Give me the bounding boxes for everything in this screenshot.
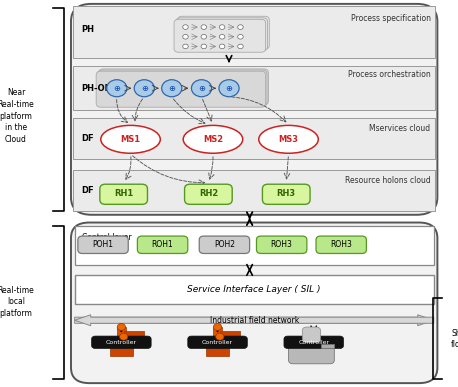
Text: ROH1: ROH1 — [152, 240, 174, 249]
Text: Process orchestration: Process orchestration — [348, 70, 431, 79]
Circle shape — [201, 25, 207, 29]
FancyBboxPatch shape — [92, 336, 151, 348]
Ellipse shape — [259, 125, 318, 153]
Text: RH2: RH2 — [199, 189, 218, 198]
Circle shape — [219, 25, 225, 29]
Text: ⊕: ⊕ — [113, 84, 120, 93]
Text: POH1: POH1 — [93, 240, 114, 249]
FancyBboxPatch shape — [188, 336, 247, 348]
Circle shape — [219, 80, 239, 97]
Circle shape — [120, 333, 128, 340]
Text: MS2: MS2 — [203, 135, 223, 144]
FancyBboxPatch shape — [316, 236, 366, 253]
FancyBboxPatch shape — [71, 223, 437, 383]
Text: Control layer: Control layer — [82, 233, 132, 242]
FancyBboxPatch shape — [98, 70, 267, 106]
Circle shape — [183, 34, 188, 39]
Circle shape — [134, 80, 154, 97]
Text: Service Interface Layer ( SIL ): Service Interface Layer ( SIL ) — [187, 285, 321, 294]
Text: RH3: RH3 — [277, 189, 296, 198]
Circle shape — [238, 25, 243, 29]
Text: ⊕: ⊕ — [225, 84, 233, 93]
Circle shape — [107, 80, 127, 97]
FancyBboxPatch shape — [78, 236, 128, 253]
FancyBboxPatch shape — [96, 71, 266, 107]
FancyBboxPatch shape — [110, 346, 133, 356]
FancyBboxPatch shape — [185, 184, 232, 204]
FancyBboxPatch shape — [176, 18, 267, 51]
FancyArrow shape — [75, 315, 434, 326]
Circle shape — [219, 34, 225, 39]
Circle shape — [238, 34, 243, 39]
FancyBboxPatch shape — [289, 339, 334, 364]
Ellipse shape — [101, 125, 160, 153]
Circle shape — [219, 44, 225, 49]
Text: DF: DF — [82, 134, 94, 143]
Circle shape — [162, 80, 182, 97]
FancyBboxPatch shape — [73, 6, 435, 58]
Circle shape — [216, 333, 224, 340]
Text: Controller: Controller — [298, 340, 329, 345]
FancyArrow shape — [75, 315, 434, 326]
Text: PH: PH — [82, 25, 94, 34]
Text: Near
Real-time
platform
in the
Cloud: Near Real-time platform in the Cloud — [0, 88, 34, 144]
Text: RH1: RH1 — [114, 189, 133, 198]
FancyBboxPatch shape — [174, 19, 266, 52]
Text: ⊕: ⊕ — [198, 84, 205, 93]
FancyBboxPatch shape — [256, 236, 307, 253]
Text: Mservices cloud: Mservices cloud — [370, 124, 431, 133]
Circle shape — [183, 25, 188, 29]
FancyBboxPatch shape — [321, 344, 334, 348]
Text: Controller: Controller — [202, 340, 233, 345]
Circle shape — [183, 44, 188, 49]
FancyBboxPatch shape — [206, 346, 229, 356]
FancyBboxPatch shape — [75, 275, 434, 304]
FancyBboxPatch shape — [220, 331, 240, 337]
FancyBboxPatch shape — [213, 327, 222, 348]
Text: Shop
floor: Shop floor — [451, 329, 458, 349]
Text: MS3: MS3 — [278, 135, 299, 144]
FancyBboxPatch shape — [73, 118, 435, 159]
Circle shape — [201, 44, 207, 49]
Text: ⊕: ⊕ — [168, 84, 175, 93]
FancyBboxPatch shape — [302, 327, 321, 342]
FancyBboxPatch shape — [262, 184, 310, 204]
FancyBboxPatch shape — [73, 170, 435, 211]
FancyBboxPatch shape — [124, 331, 144, 337]
Circle shape — [191, 80, 212, 97]
FancyBboxPatch shape — [71, 4, 437, 215]
Text: Real-time
local
platform: Real-time local platform — [0, 286, 34, 318]
FancyBboxPatch shape — [284, 336, 344, 348]
Text: POH2: POH2 — [214, 240, 235, 249]
Circle shape — [213, 324, 222, 330]
Text: PH-OH: PH-OH — [82, 84, 112, 92]
Text: ROH3: ROH3 — [271, 240, 293, 249]
Circle shape — [117, 324, 125, 330]
Text: ⊕: ⊕ — [141, 84, 148, 93]
Circle shape — [238, 44, 243, 49]
FancyBboxPatch shape — [199, 236, 250, 253]
Text: Controller: Controller — [106, 340, 137, 345]
FancyBboxPatch shape — [117, 327, 126, 348]
FancyBboxPatch shape — [178, 16, 269, 49]
FancyBboxPatch shape — [100, 184, 147, 204]
Text: Resource holons cloud: Resource holons cloud — [345, 176, 431, 185]
Ellipse shape — [183, 125, 243, 153]
FancyBboxPatch shape — [137, 236, 188, 253]
Text: MS1: MS1 — [120, 135, 141, 144]
Text: DF: DF — [82, 186, 94, 195]
FancyBboxPatch shape — [99, 69, 268, 105]
FancyBboxPatch shape — [73, 66, 435, 110]
FancyBboxPatch shape — [75, 226, 434, 265]
Text: Industrial field network: Industrial field network — [210, 316, 299, 325]
Circle shape — [201, 34, 207, 39]
Text: Process specification: Process specification — [350, 14, 431, 23]
Text: ROH3: ROH3 — [330, 240, 352, 249]
